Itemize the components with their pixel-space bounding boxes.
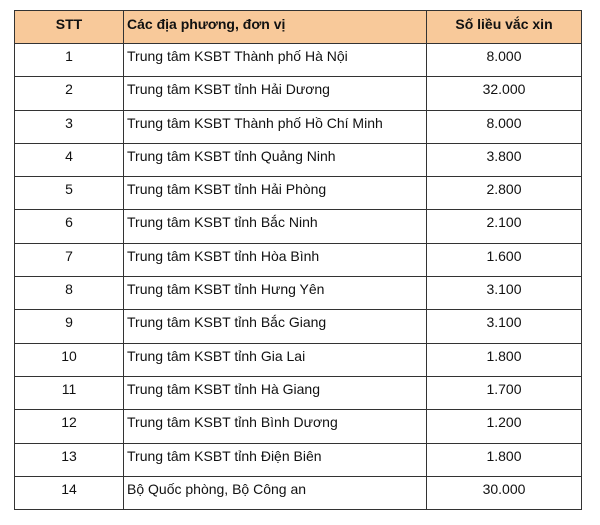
cell-unit: Trung tâm KSBT tỉnh Hải Dương bbox=[123, 76, 427, 111]
cell-unit: Trung tâm KSBT tỉnh Bình Dương bbox=[123, 409, 427, 444]
cell-stt: 14 bbox=[14, 475, 124, 511]
cell-stt: 13 bbox=[14, 442, 124, 477]
cell-doses: 8.000 bbox=[426, 109, 582, 144]
cell-doses: 1.200 bbox=[426, 409, 582, 444]
table-row: 10 Trung tâm KSBT tỉnh Gia Lai 1.800 bbox=[14, 342, 582, 377]
table-row: 6 Trung tâm KSBT tỉnh Bắc Ninh 2.100 bbox=[14, 209, 582, 244]
cell-stt: 10 bbox=[14, 342, 124, 377]
cell-unit: Trung tâm KSBT tỉnh Hưng Yên bbox=[123, 276, 427, 311]
cell-doses: 32.000 bbox=[426, 76, 582, 111]
cell-unit: Trung tâm KSBT tỉnh Bắc Giang bbox=[123, 309, 427, 344]
cell-doses: 3.100 bbox=[426, 276, 582, 311]
cell-stt: 7 bbox=[14, 242, 124, 278]
cell-doses: 1.700 bbox=[426, 375, 582, 411]
cell-doses: 1.800 bbox=[426, 342, 582, 377]
cell-unit: Trung tâm KSBT tỉnh Điện Biên bbox=[123, 442, 427, 477]
cell-unit: Trung tâm KSBT tỉnh Hòa Bình bbox=[123, 242, 427, 278]
cell-stt: 3 bbox=[14, 109, 124, 144]
header-doses: Số liều vắc xin bbox=[426, 10, 582, 44]
vaccine-allocation-table: STT Các địa phương, đơn vị Số liều vắc x… bbox=[14, 10, 582, 511]
cell-doses: 3.100 bbox=[426, 309, 582, 344]
cell-unit: Trung tâm KSBT tỉnh Hải Phòng bbox=[123, 176, 427, 211]
cell-stt: 11 bbox=[14, 375, 124, 411]
cell-doses: 1.800 bbox=[426, 442, 582, 477]
header-stt: STT bbox=[14, 10, 124, 44]
cell-unit: Trung tâm KSBT Thành phố Hà Nội bbox=[123, 42, 427, 78]
cell-stt: 4 bbox=[14, 142, 124, 178]
cell-stt: 2 bbox=[14, 76, 124, 111]
table-row: 9 Trung tâm KSBT tỉnh Bắc Giang 3.100 bbox=[14, 309, 582, 344]
header-unit: Các địa phương, đơn vị bbox=[123, 10, 427, 44]
table-row: 2 Trung tâm KSBT tỉnh Hải Dương 32.000 bbox=[14, 76, 582, 111]
cell-unit: Trung tâm KSBT tỉnh Gia Lai bbox=[123, 342, 427, 377]
cell-doses: 2.100 bbox=[426, 209, 582, 244]
cell-stt: 8 bbox=[14, 276, 124, 311]
table-row: 14 Bộ Quốc phòng, Bộ Công an 30.000 bbox=[14, 475, 582, 511]
cell-unit: Trung tâm KSBT Thành phố Hồ Chí Minh bbox=[123, 109, 427, 144]
table-row: 11 Trung tâm KSBT tỉnh Hà Giang 1.700 bbox=[14, 375, 582, 411]
cell-stt: 9 bbox=[14, 309, 124, 344]
table-header-row: STT Các địa phương, đơn vị Số liều vắc x… bbox=[14, 10, 582, 44]
cell-doses: 30.000 bbox=[426, 475, 582, 511]
cell-doses: 3.800 bbox=[426, 142, 582, 178]
cell-unit: Trung tâm KSBT tỉnh Hà Giang bbox=[123, 375, 427, 411]
cell-unit: Trung tâm KSBT tỉnh Quảng Ninh bbox=[123, 142, 427, 178]
cell-stt: 1 bbox=[14, 42, 124, 78]
cell-unit: Trung tâm KSBT tỉnh Bắc Ninh bbox=[123, 209, 427, 244]
table-row: 13 Trung tâm KSBT tỉnh Điện Biên 1.800 bbox=[14, 442, 582, 477]
cell-stt: 5 bbox=[14, 176, 124, 211]
cell-doses: 2.800 bbox=[426, 176, 582, 211]
table-row: 1 Trung tâm KSBT Thành phố Hà Nội 8.000 bbox=[14, 42, 582, 78]
table-row: 4 Trung tâm KSBT tỉnh Quảng Ninh 3.800 bbox=[14, 142, 582, 178]
cell-stt: 12 bbox=[14, 409, 124, 444]
cell-doses: 1.600 bbox=[426, 242, 582, 278]
cell-doses: 8.000 bbox=[426, 42, 582, 78]
cell-stt: 6 bbox=[14, 209, 124, 244]
table-row: 8 Trung tâm KSBT tỉnh Hưng Yên 3.100 bbox=[14, 276, 582, 311]
table-row: 5 Trung tâm KSBT tỉnh Hải Phòng 2.800 bbox=[14, 176, 582, 211]
table-row: 3 Trung tâm KSBT Thành phố Hồ Chí Minh 8.0… bbox=[14, 109, 582, 144]
table-row: 7 Trung tâm KSBT tỉnh Hòa Bình 1.600 bbox=[14, 242, 582, 278]
table-row: 12 Trung tâm KSBT tỉnh Bình Dương 1.200 bbox=[14, 409, 582, 444]
cell-unit: Bộ Quốc phòng, Bộ Công an bbox=[123, 475, 427, 511]
